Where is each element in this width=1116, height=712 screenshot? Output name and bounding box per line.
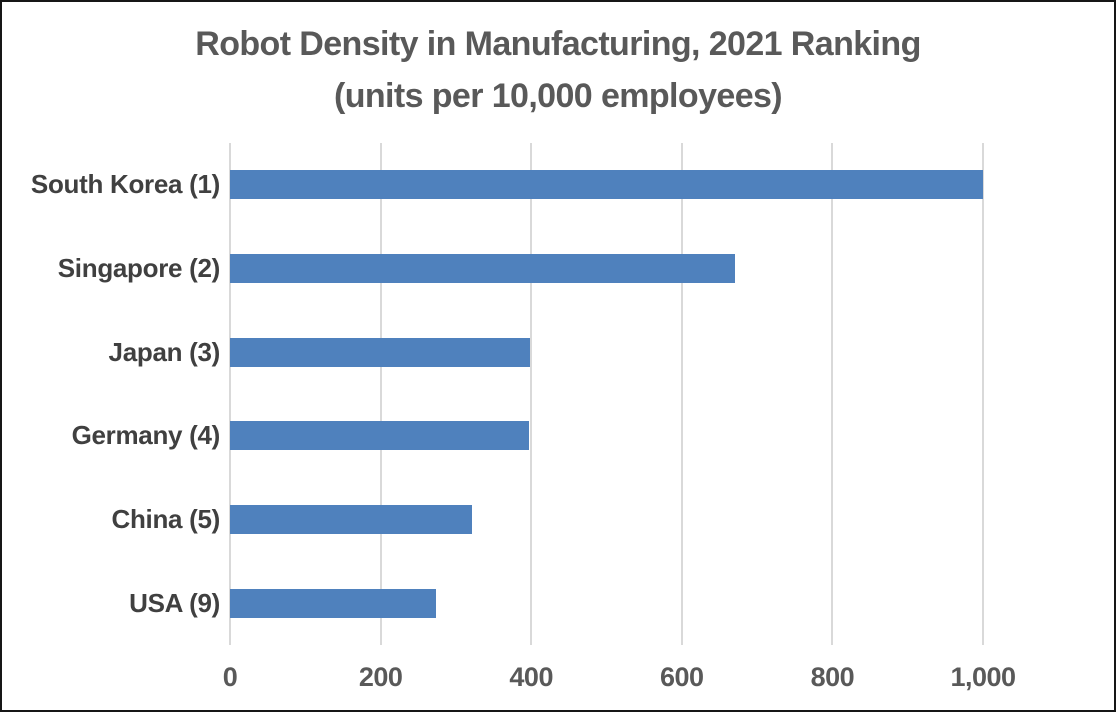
gridline-800 <box>831 143 834 645</box>
chart-title-line2: (units per 10,000 employees) <box>333 77 783 115</box>
category-label: Japan (3) <box>108 336 221 367</box>
bar-singapore-2 <box>230 254 735 283</box>
x-axis-tick-label: 200 <box>358 662 403 692</box>
gridline-400 <box>530 143 533 645</box>
gridline-200 <box>379 143 382 645</box>
bar-japan-3 <box>230 337 531 367</box>
chart-title-line1: Robot Density in Manufacturing, 2021 Ran… <box>195 25 921 63</box>
category-label: Germany (4) <box>71 420 221 451</box>
bar-china-5 <box>230 505 473 534</box>
gridline-1,000 <box>982 143 984 645</box>
category-label: China (5) <box>111 503 220 534</box>
bar-south-korea-1 <box>230 170 983 200</box>
category-label: USA (9) <box>129 587 220 618</box>
gridline-0 <box>229 143 231 645</box>
x-axis-tick-label: 800 <box>810 662 855 692</box>
category-label: Singapore (2) <box>57 252 221 283</box>
category-label: South Korea (1) <box>30 169 220 200</box>
gridline-600 <box>680 143 683 645</box>
x-axis-tick-label: 400 <box>509 662 553 692</box>
plot-area <box>229 143 984 645</box>
x-axis-tick-label: 600 <box>660 662 704 692</box>
bar-germany-4 <box>230 421 529 451</box>
bar-usa-9 <box>230 588 437 618</box>
chart-title: Robot Density in Manufacturing, 2021 Ran… <box>2 18 1114 122</box>
x-axis-tick-label: 1,000 <box>950 662 1016 692</box>
x-axis-tick-label: 0 <box>222 662 238 692</box>
